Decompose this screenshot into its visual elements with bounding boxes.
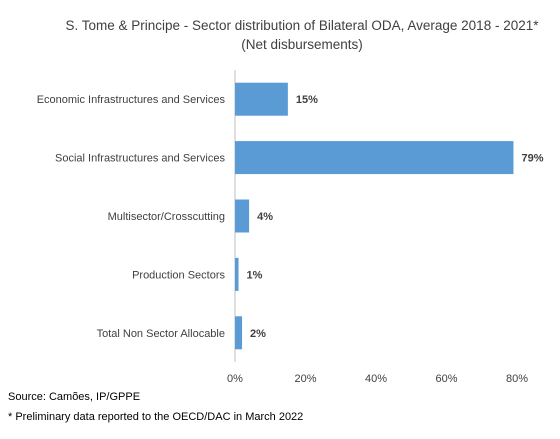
bar — [235, 316, 243, 350]
chart-subtitle: (Net disbursements) — [241, 37, 363, 52]
x-tick-label: 20% — [294, 373, 316, 385]
data-label: 79% — [521, 153, 543, 165]
chart-title: S. Tome & Principe - Sector distribution… — [65, 18, 539, 33]
bar — [235, 82, 288, 116]
source-note: Source: Camões, IP/GPPE — [8, 391, 141, 403]
bars-layer: Economic Infrastructures and Services 15%… — [37, 70, 544, 385]
data-label: 2% — [250, 328, 266, 340]
category-label: Production Sectors — [132, 269, 225, 281]
category-label: Economic Infrastructures and Services — [37, 94, 226, 106]
x-tick-label: 40% — [365, 373, 387, 385]
data-label: 15% — [296, 94, 318, 106]
data-label: 4% — [257, 211, 273, 223]
category-label: Social Infrastructures and Services — [55, 153, 225, 165]
category-label: Multisector/Crosscutting — [108, 211, 225, 223]
x-tick-label: 80% — [506, 373, 528, 385]
category-label: Total Non Sector Allocable — [97, 328, 225, 340]
x-tick-label: 60% — [435, 373, 457, 385]
bar — [235, 257, 239, 291]
bar — [235, 141, 514, 175]
x-tick-label: 0% — [227, 373, 243, 385]
bar — [235, 199, 250, 233]
preliminary-note: * Preliminary data reported to the OECD/… — [8, 411, 304, 423]
data-label: 1% — [247, 269, 263, 281]
